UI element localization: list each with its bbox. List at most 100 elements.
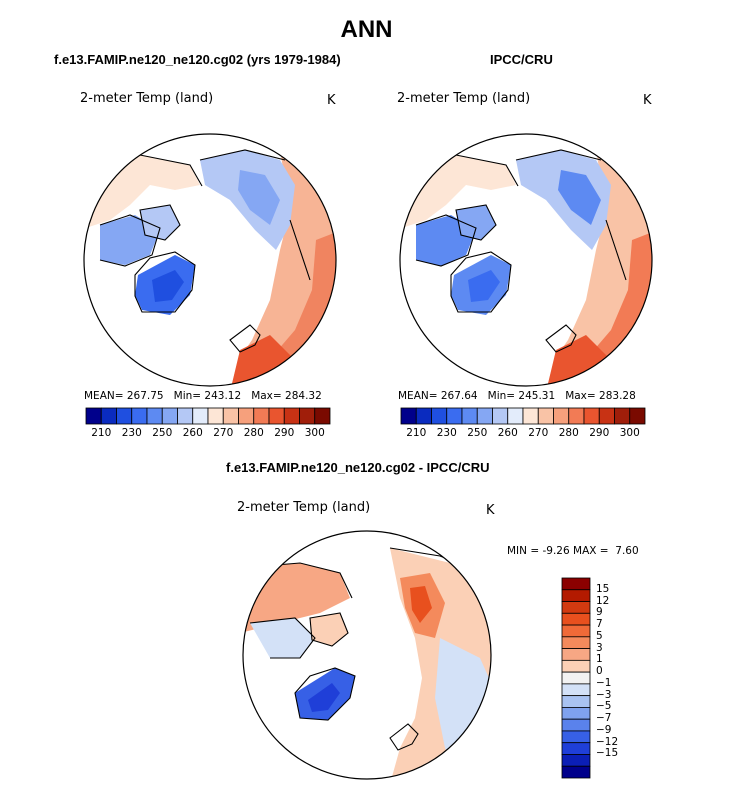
arctic-islands xyxy=(456,205,496,240)
colorbar-swatch xyxy=(192,407,209,425)
colorbar-tick-label: 230 xyxy=(436,427,457,439)
colorbar-swatch xyxy=(561,730,591,744)
diff-colorbar xyxy=(561,577,591,779)
panel-2-mean-label: MEAN= xyxy=(398,390,438,402)
diff-max-value: 7.60 xyxy=(615,545,639,557)
colorbar-tick-label: −9 xyxy=(596,723,612,736)
colorbar-swatch xyxy=(561,683,591,697)
colorbar-swatch xyxy=(131,407,148,425)
panel-2-subtitle: IPCC/CRU xyxy=(490,52,553,67)
colorbar-swatch xyxy=(253,407,270,425)
siberia-colder-region xyxy=(558,170,601,225)
colorbar-swatch xyxy=(238,407,255,425)
colorbar-tick-label: 250 xyxy=(467,427,488,439)
colorbar-swatch xyxy=(561,742,591,755)
colorbar-swatch xyxy=(537,407,554,425)
colorbar-swatch xyxy=(431,407,448,425)
panel-2-field-label: 2-meter Temp (land) xyxy=(397,91,531,106)
colorbar-tick-label: 260 xyxy=(497,427,518,439)
colorbar-swatch xyxy=(446,407,463,425)
diff-colorbar-ticks: 15 12 9 7 5 3 1 0 −1 −3 −5 −7 −9 −12 −15 xyxy=(596,578,636,778)
colorbar-swatch xyxy=(177,407,194,425)
colorbar-swatch xyxy=(561,671,591,685)
colorbar-swatch xyxy=(161,407,178,425)
panel-2-colorbar-ticks: 210 230 250 260 270 280 290 300 xyxy=(401,427,645,441)
colorbar-swatch xyxy=(561,612,591,626)
greenland-core xyxy=(468,270,500,302)
panel-1-min-label: Min= xyxy=(173,390,202,402)
panel-1-max-label: Max= xyxy=(251,390,282,402)
colorbar-swatch xyxy=(561,754,591,767)
panel-1-mean-value: 267.75 xyxy=(126,390,164,402)
greenland-core xyxy=(152,270,184,302)
colorbar-tick-label: 5 xyxy=(596,629,603,642)
colorbar-swatch xyxy=(222,407,239,425)
colorbar-swatch xyxy=(314,407,331,425)
colorbar-swatch xyxy=(561,589,591,602)
panel-2-units: K xyxy=(643,93,652,108)
colorbar-tick-label: 280 xyxy=(558,427,579,439)
arctic-islands-diff xyxy=(310,613,348,646)
colorbar-tick-label: −1 xyxy=(596,676,612,689)
colorbar-swatch xyxy=(629,407,646,425)
colorbar-swatch xyxy=(492,407,509,425)
panel-1-units: K xyxy=(327,93,336,108)
colorbar-tick-label: 290 xyxy=(274,427,295,439)
panel-2-mean-value: 267.64 xyxy=(440,390,478,402)
colorbar-swatch xyxy=(100,407,117,425)
panel-1-colorbar-ticks: 210 230 250 260 270 280 290 300 xyxy=(86,427,330,441)
colorbar-tick-label: 7 xyxy=(596,618,603,631)
colorbar-swatch xyxy=(207,407,224,425)
colorbar-swatch xyxy=(561,577,591,591)
panel-2-polar-map xyxy=(399,133,653,387)
colorbar-swatch xyxy=(116,407,133,425)
colorbar-tick-label: 300 xyxy=(304,427,325,439)
panel-1-stats: MEAN= 267.75 Min= 243.12 Max= 284.32 xyxy=(84,390,322,402)
colorbar-swatch xyxy=(283,407,300,425)
panel-1-subtitle: f.e13.FAMIP.ne120_ne120.cg02 (yrs 1979-1… xyxy=(54,52,341,67)
colorbar-tick-label: −12 xyxy=(596,735,619,748)
panel-2-max-value: 283.28 xyxy=(599,390,636,402)
diff-panel-field-label: 2-meter Temp (land) xyxy=(237,500,371,515)
colorbar-tick-label: 230 xyxy=(121,427,142,439)
colorbar-tick-label: 270 xyxy=(528,427,549,439)
panel-2-min-label: Min= xyxy=(487,390,516,402)
colorbar-swatch xyxy=(85,407,102,425)
colorbar-tick-label: 3 xyxy=(596,641,603,654)
canada-diff-cool xyxy=(250,618,315,658)
colorbar-swatch xyxy=(522,407,539,425)
panel-2-max-label: Max= xyxy=(565,390,596,402)
panel-1-field-label: 2-meter Temp (land) xyxy=(80,91,214,106)
colorbar-swatch xyxy=(400,407,417,425)
diff-panel-subtitle: f.e13.FAMIP.ne120_ne120.cg02 - IPCC/CRU xyxy=(226,460,490,475)
panel-1-colorbar xyxy=(85,407,331,425)
colorbar-tick-label: 210 xyxy=(406,427,427,439)
colorbar-swatch xyxy=(268,407,285,425)
colorbar-swatch xyxy=(553,407,570,425)
figure-title: ANN xyxy=(340,16,393,43)
panel-1-max-value: 284.32 xyxy=(285,390,322,402)
arctic-islands xyxy=(140,205,180,240)
panel-1-mean-label: MEAN= xyxy=(84,390,124,402)
colorbar-tick-label: 250 xyxy=(152,427,173,439)
colorbar-tick-label: 1 xyxy=(596,653,603,666)
siberia-diff-hot xyxy=(410,586,432,623)
colorbar-tick-label: 280 xyxy=(243,427,264,439)
colorbar-swatch xyxy=(299,407,316,425)
colorbar-tick-label: −15 xyxy=(596,747,619,760)
siberia-colder-region xyxy=(238,170,280,225)
diff-max-label: MAX = xyxy=(573,545,609,557)
colorbar-tick-label: 300 xyxy=(619,427,640,439)
colorbar-tick-label: 290 xyxy=(589,427,610,439)
colorbar-tick-label: −5 xyxy=(596,700,612,713)
panel-2-colorbar xyxy=(400,407,646,425)
diff-min-value: -9.26 xyxy=(542,545,570,557)
colorbar-swatch xyxy=(461,407,478,425)
colorbar-tick-label: −3 xyxy=(596,688,612,701)
colorbar-swatch xyxy=(561,601,591,614)
colorbar-swatch xyxy=(561,695,591,708)
colorbar-swatch xyxy=(561,765,591,779)
panel-1-polar-map xyxy=(83,133,337,387)
colorbar-swatch xyxy=(476,407,493,425)
diff-polar-map xyxy=(242,530,492,780)
